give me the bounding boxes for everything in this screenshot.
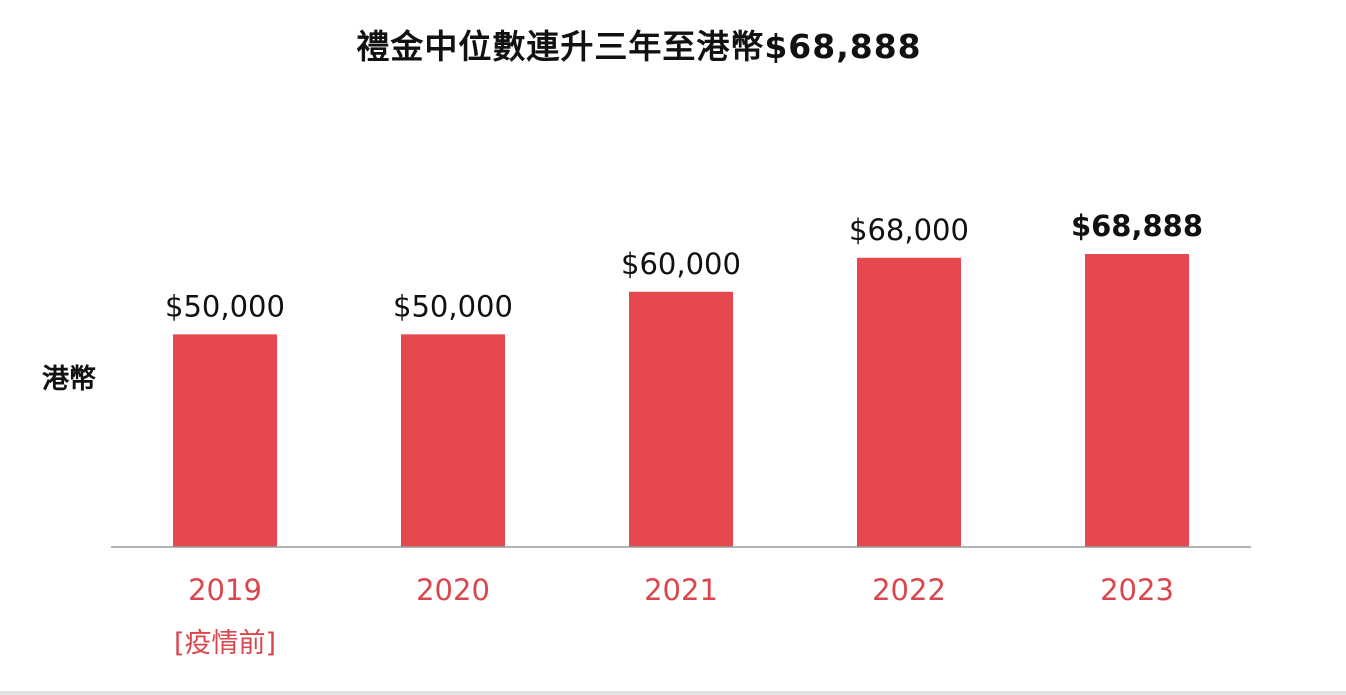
bar-2020 [401,334,505,547]
bar-2023 [1085,254,1189,547]
category-label-2019: 2019 [188,573,262,607]
category-label-2021: 2021 [644,573,718,607]
chart-title: 禮金中位數連升三年至港幣$68,888 [356,27,922,66]
bar-2019 [173,334,277,547]
bar-2022 [857,257,961,547]
category-note-2019: [疫情前] [174,628,276,659]
category-label-2022: 2022 [872,573,946,607]
value-label-2019: $50,000 [165,289,285,323]
value-label-2020: $50,000 [393,289,513,323]
y-axis-label: 港幣 [42,364,96,395]
bottom-divider [0,691,1346,695]
category-label-2023: 2023 [1100,573,1174,607]
bar-2021 [629,291,733,547]
labels-layer: $50,000 2019 [疫情前] $50,000 2020 $60,000 2021 $6… [165,209,1203,659]
bars-layer [173,254,1189,547]
value-label-2022: $68,000 [849,213,969,247]
category-label-2020: 2020 [416,573,490,607]
value-label-2021: $60,000 [621,247,741,281]
value-label-2023: $68,888 [1071,209,1203,243]
